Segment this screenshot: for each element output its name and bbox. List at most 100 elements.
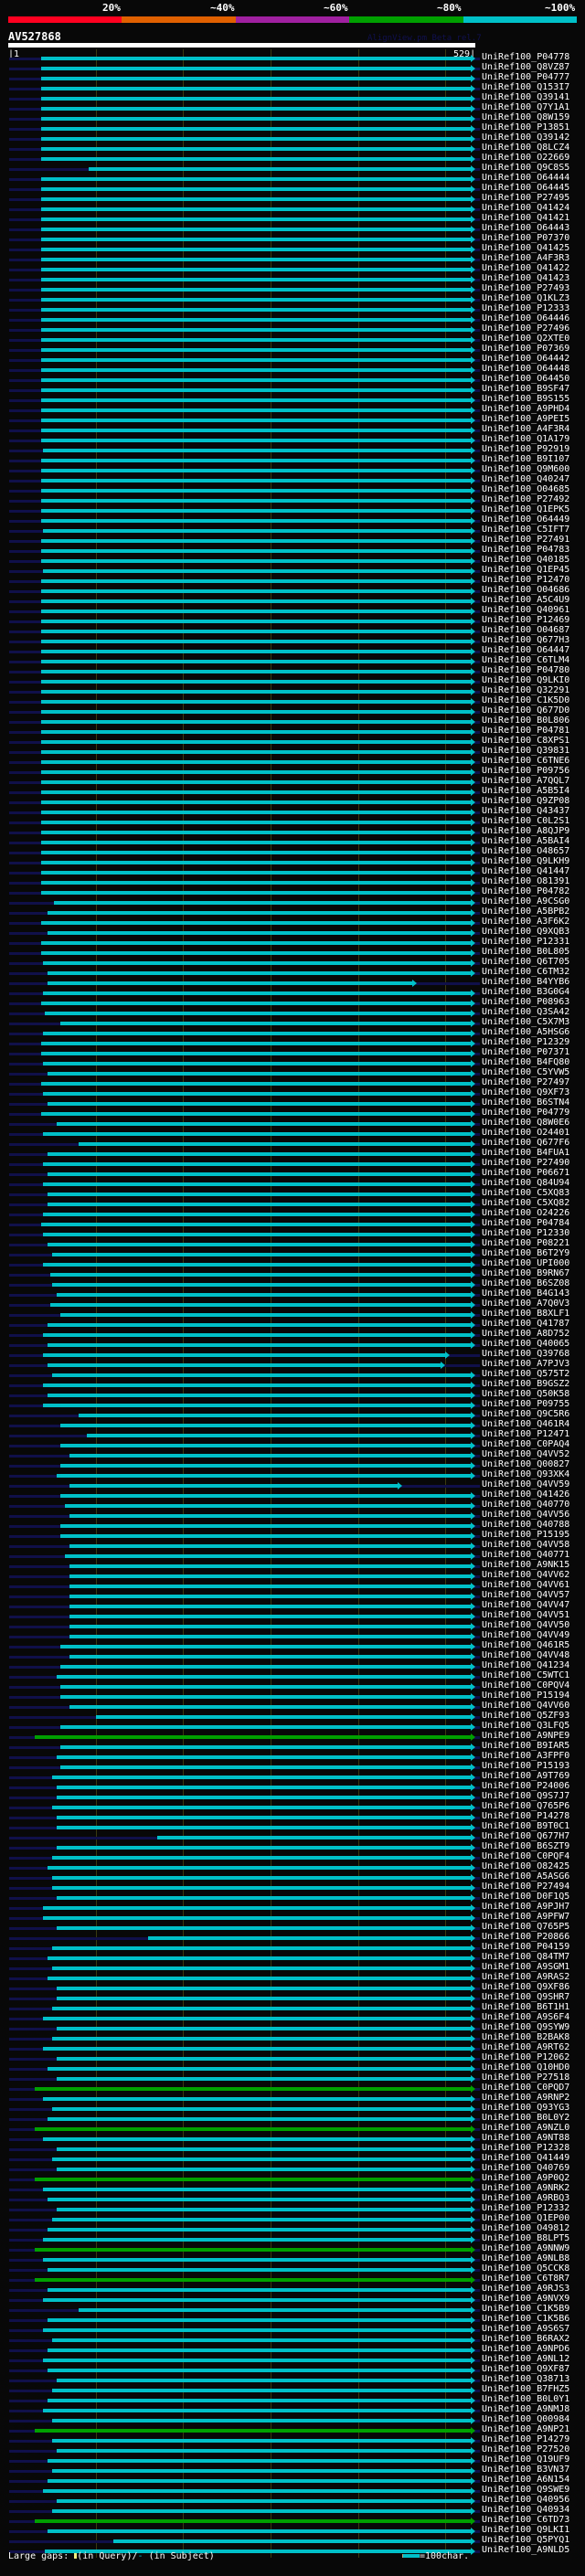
hit-label[interactable]: UniRef100_Q40769 — [482, 2163, 570, 2173]
hit-row[interactable]: UniRef100_P27495 — [0, 193, 585, 205]
hit-row[interactable]: UniRef100_Q32291 — [0, 685, 585, 697]
hit-row[interactable]: UniRef100_C1K5B6 — [0, 2314, 585, 2326]
hit-label[interactable]: UniRef100_Q1A179 — [482, 434, 570, 444]
hit-row[interactable]: UniRef100_Q4VV48 — [0, 1650, 585, 1662]
hit-label[interactable]: UniRef100_A9RJS3 — [482, 2284, 570, 2294]
hit-label[interactable]: UniRef100_Q8W159 — [482, 112, 570, 122]
hit-label[interactable]: UniRef100_A9NT88 — [482, 2133, 570, 2143]
hit-label[interactable]: UniRef100_A5B5I4 — [482, 786, 570, 796]
hit-row[interactable]: UniRef100_C0PQD7 — [0, 2083, 585, 2094]
hit-row[interactable]: UniRef100_Q4VV51 — [0, 1610, 585, 1622]
hit-row[interactable]: UniRef100_Q9LKH9 — [0, 856, 585, 868]
hit-row[interactable]: UniRef100_C6TD73 — [0, 2515, 585, 2527]
hit-row[interactable]: UniRef100_Q93XK4 — [0, 1469, 585, 1481]
hit-label[interactable]: UniRef100_P12331 — [482, 937, 570, 947]
hit-label[interactable]: UniRef100_C0PQD7 — [482, 2083, 570, 2093]
hit-label[interactable]: UniRef100_A4F3R4 — [482, 424, 570, 434]
hit-label[interactable]: UniRef100_Q4VV51 — [482, 1610, 570, 1620]
hit-label[interactable]: UniRef100_P27491 — [482, 535, 570, 545]
hit-label[interactable]: UniRef100_Q4VV57 — [482, 1590, 570, 1600]
hit-label[interactable]: UniRef100_P27494 — [482, 1882, 570, 1892]
hit-label[interactable]: UniRef100_Q677H3 — [482, 635, 570, 645]
hit-row[interactable]: UniRef100_Q41422 — [0, 263, 585, 275]
hit-row[interactable]: UniRef100_A9SGM1 — [0, 1962, 585, 1974]
hit-label[interactable]: UniRef100_P12469 — [482, 615, 570, 625]
hit-row[interactable]: UniRef100_B6STN4 — [0, 1097, 585, 1109]
hit-label[interactable]: UniRef100_A9RNP2 — [482, 2093, 570, 2103]
hit-label[interactable]: UniRef100_B6T2Y9 — [482, 1248, 570, 1258]
hit-row[interactable]: UniRef100_Q40185 — [0, 555, 585, 567]
hit-label[interactable]: UniRef100_P12471 — [482, 1429, 570, 1439]
hit-label[interactable]: UniRef100_Q41447 — [482, 866, 570, 876]
hit-row[interactable]: UniRef100_P04780 — [0, 665, 585, 677]
hit-row[interactable]: UniRef100_A7Q0V3 — [0, 1299, 585, 1310]
hit-label[interactable]: UniRef100_C0L2S1 — [482, 816, 570, 826]
hit-row[interactable]: UniRef100_C0PAQ4 — [0, 1439, 585, 1451]
hit-row[interactable]: UniRef100_Q1EP45 — [0, 565, 585, 577]
hit-row[interactable]: UniRef100_Q43437 — [0, 806, 585, 818]
hit-row[interactable]: UniRef100_Q9XF86 — [0, 1982, 585, 1994]
hit-label[interactable]: UniRef100_Q19UF9 — [482, 2454, 570, 2465]
hit-label[interactable]: UniRef100_A9S6S7 — [482, 2324, 570, 2334]
hit-row[interactable]: UniRef100_O49812 — [0, 2223, 585, 2235]
hit-label[interactable]: UniRef100_Q84TM7 — [482, 1952, 570, 1962]
hit-label[interactable]: UniRef100_P92919 — [482, 444, 570, 454]
hit-label[interactable]: UniRef100_A9RT62 — [482, 2042, 570, 2052]
hit-row[interactable]: UniRef100_A3FPF0 — [0, 1751, 585, 1763]
hit-label[interactable]: UniRef100_A7QQL7 — [482, 776, 570, 786]
hit-label[interactable]: UniRef100_Q41449 — [482, 2153, 570, 2163]
hit-row[interactable]: UniRef100_Q1EPK5 — [0, 504, 585, 516]
hit-label[interactable]: UniRef100_C1K5B6 — [482, 2314, 570, 2324]
hit-label[interactable]: UniRef100_A5C4U9 — [482, 595, 570, 605]
hit-label[interactable]: UniRef100_Q00827 — [482, 1459, 570, 1469]
hit-label[interactable]: UniRef100_B8XLF1 — [482, 1309, 570, 1319]
hit-row[interactable]: UniRef100_O64450 — [0, 374, 585, 386]
hit-label[interactable]: UniRef100_Q7Y1A1 — [482, 102, 570, 112]
hit-row[interactable]: UniRef100_UPI000 — [0, 1258, 585, 1270]
hit-label[interactable]: UniRef100_Q40185 — [482, 555, 570, 565]
hit-row[interactable]: UniRef100_Q4VV60 — [0, 1701, 585, 1712]
hit-label[interactable]: UniRef100_Q4VV58 — [482, 1540, 570, 1550]
hit-row[interactable]: UniRef100_Q84TM7 — [0, 1952, 585, 1964]
hit-label[interactable]: UniRef100_P14279 — [482, 2434, 570, 2444]
hit-row[interactable]: UniRef100_P27497 — [0, 1077, 585, 1089]
hit-row[interactable]: UniRef100_Q6T705 — [0, 957, 585, 969]
hit-label[interactable]: UniRef100_O64444 — [482, 173, 570, 183]
hit-row[interactable]: UniRef100_C5IFT7 — [0, 525, 585, 536]
hit-row[interactable]: UniRef100_B4G143 — [0, 1288, 585, 1300]
hit-row[interactable]: UniRef100_A9T769 — [0, 1771, 585, 1783]
hit-row[interactable]: UniRef100_Q93YG3 — [0, 2103, 585, 2115]
hit-label[interactable]: UniRef100_A9NL12 — [482, 2354, 570, 2364]
hit-row[interactable]: UniRef100_A8D752 — [0, 1329, 585, 1341]
hit-label[interactable]: UniRef100_Q2XTE0 — [482, 334, 570, 344]
hit-label[interactable]: UniRef100_Q153I7 — [482, 82, 570, 92]
hit-label[interactable]: UniRef100_O81391 — [482, 876, 570, 886]
hit-label[interactable]: UniRef100_B9S155 — [482, 394, 570, 404]
hit-row[interactable]: UniRef100_P08963 — [0, 997, 585, 1009]
hit-row[interactable]: UniRef100_O04686 — [0, 585, 585, 597]
hit-row[interactable]: UniRef100_P15195 — [0, 1530, 585, 1542]
hit-row[interactable]: UniRef100_Q41423 — [0, 273, 585, 285]
hit-label[interactable]: UniRef100_Q41234 — [482, 1660, 570, 1670]
hit-row[interactable]: UniRef100_Q40934 — [0, 2505, 585, 2517]
hit-row[interactable]: UniRef100_Q4VV62 — [0, 1570, 585, 1582]
hit-label[interactable]: UniRef100_B0L806 — [482, 716, 570, 726]
hit-label[interactable]: UniRef100_A9NRK2 — [482, 2183, 570, 2193]
hit-label[interactable]: UniRef100_P12333 — [482, 303, 570, 313]
hit-row[interactable]: UniRef100_P20866 — [0, 1932, 585, 1944]
hit-label[interactable]: UniRef100_A9CSG0 — [482, 896, 570, 906]
hit-label[interactable]: UniRef100_Q39141 — [482, 92, 570, 102]
hit-label[interactable]: UniRef100_A5HSG6 — [482, 1027, 570, 1037]
hit-label[interactable]: UniRef100_Q9SHR7 — [482, 1992, 570, 2002]
hit-row[interactable]: UniRef100_O64445 — [0, 183, 585, 195]
hit-label[interactable]: UniRef100_Q4VV52 — [482, 1449, 570, 1459]
hit-row[interactable]: UniRef100_P04784 — [0, 1218, 585, 1230]
hit-label[interactable]: UniRef100_P04780 — [482, 665, 570, 675]
hit-row[interactable]: UniRef100_Q41424 — [0, 203, 585, 215]
hit-row[interactable]: UniRef100_P12469 — [0, 615, 585, 627]
hit-row[interactable]: UniRef100_C5XQ82 — [0, 1198, 585, 1210]
hit-label[interactable]: UniRef100_Q41787 — [482, 1319, 570, 1329]
hit-label[interactable]: UniRef100_B9I107 — [482, 454, 570, 464]
hit-label[interactable]: UniRef100_Q1EP00 — [482, 2213, 570, 2223]
hit-row[interactable]: UniRef100_Q40770 — [0, 1500, 585, 1511]
